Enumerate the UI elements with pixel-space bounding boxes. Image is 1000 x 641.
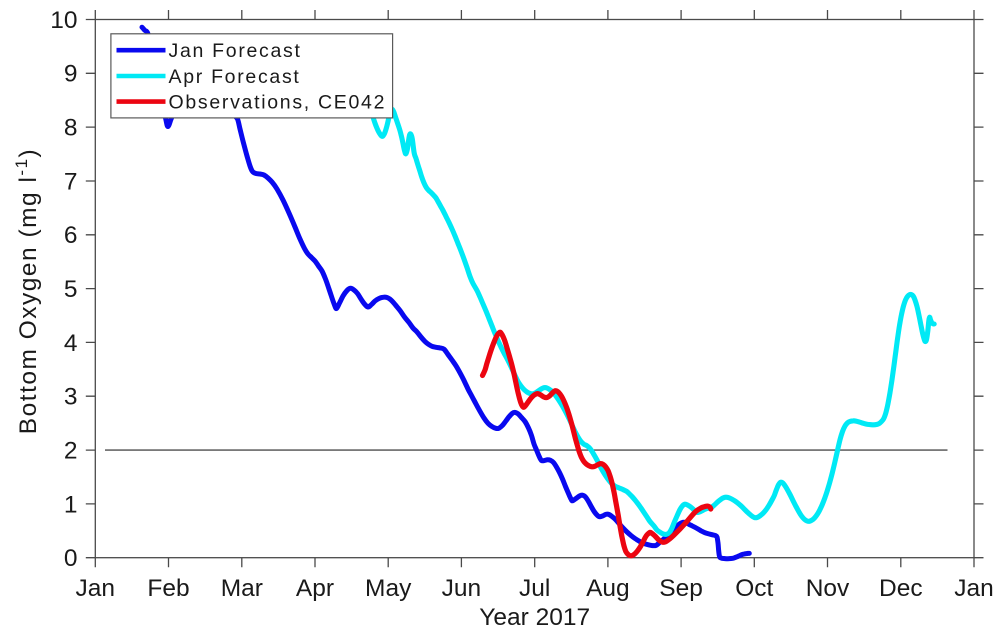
svg-text:May: May [365, 575, 412, 602]
svg-text:5: 5 [64, 276, 78, 303]
svg-text:Feb: Feb [147, 575, 189, 602]
svg-text:6: 6 [64, 222, 78, 249]
svg-text:8: 8 [64, 115, 78, 142]
svg-text:Nov: Nov [806, 575, 850, 602]
svg-text:1: 1 [64, 491, 78, 518]
svg-text:Mar: Mar [221, 575, 263, 602]
svg-text:3: 3 [64, 384, 78, 411]
svg-text:Bottom Oxygen (mg l-1): Bottom Oxygen (mg l-1) [12, 148, 42, 434]
svg-text:2: 2 [64, 438, 78, 465]
svg-text:Jan: Jan [76, 575, 116, 602]
svg-text:Jul: Jul [519, 575, 550, 602]
svg-text:0: 0 [64, 545, 78, 572]
svg-text:7: 7 [64, 168, 78, 195]
svg-text:Jan Forecast: Jan Forecast [169, 40, 302, 62]
svg-text:Apr Forecast: Apr Forecast [169, 66, 301, 88]
svg-text:Aug: Aug [586, 575, 630, 602]
svg-text:Apr: Apr [296, 575, 334, 602]
svg-text:4: 4 [64, 330, 78, 357]
svg-text:Sep: Sep [659, 575, 703, 602]
svg-text:Observations, CE042: Observations, CE042 [169, 91, 387, 113]
svg-text:10: 10 [50, 7, 77, 34]
svg-text:Year 2017: Year 2017 [479, 604, 590, 631]
svg-text:9: 9 [64, 61, 78, 88]
svg-text:Jun: Jun [442, 575, 482, 602]
svg-text:Jan: Jan [954, 575, 994, 602]
svg-text:Dec: Dec [879, 575, 923, 602]
svg-text:Oct: Oct [735, 575, 773, 602]
